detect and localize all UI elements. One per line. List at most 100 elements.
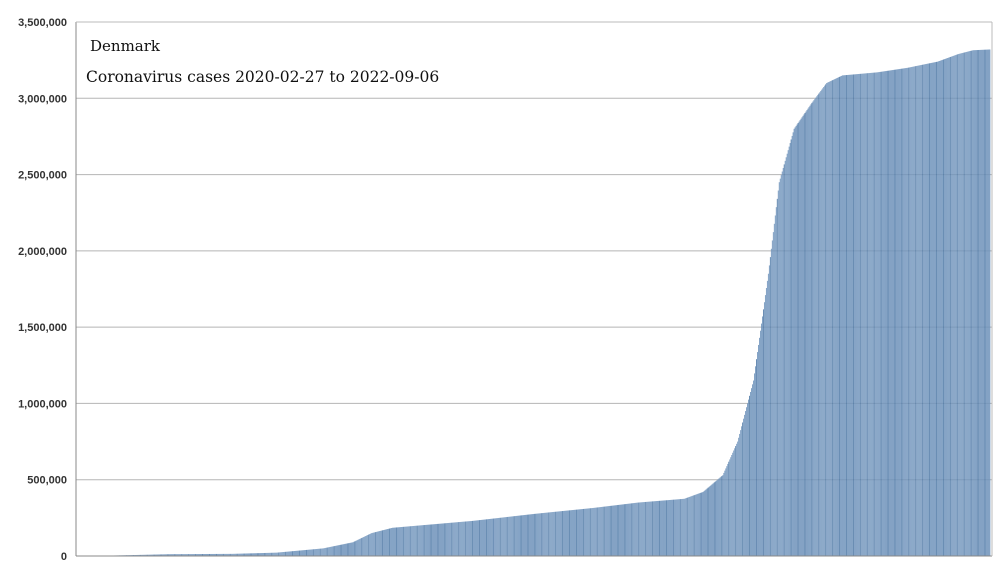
bar [785, 157, 787, 556]
bar [478, 520, 479, 556]
bar [661, 500, 662, 556]
bar [418, 525, 420, 556]
bar [775, 207, 777, 556]
bar [913, 66, 915, 557]
bar [904, 68, 906, 556]
bar [373, 532, 375, 556]
bar [442, 523, 444, 556]
bar [271, 552, 273, 556]
bar [665, 500, 666, 556]
bar [912, 66, 914, 557]
bar [853, 74, 855, 557]
bar [962, 52, 964, 557]
bar [399, 527, 401, 556]
bar [905, 68, 907, 557]
bar [630, 503, 632, 556]
bar [297, 550, 298, 556]
bar [396, 527, 397, 556]
bar [980, 49, 982, 556]
bar [960, 53, 962, 557]
bar [901, 68, 903, 557]
bar [164, 554, 166, 556]
bar [237, 553, 239, 556]
bar [350, 542, 352, 556]
bar [352, 542, 354, 556]
bar [598, 507, 600, 556]
bar [844, 75, 845, 556]
bar [623, 504, 625, 556]
bar [429, 524, 431, 556]
bar [976, 50, 978, 557]
bar [518, 515, 520, 556]
bar [824, 85, 826, 556]
bar [658, 500, 659, 556]
bar [852, 74, 853, 556]
bar [165, 554, 167, 556]
bar [762, 309, 764, 556]
bar [508, 516, 510, 556]
bar [644, 502, 646, 556]
bar [162, 554, 164, 556]
bar [475, 520, 476, 556]
bar [552, 512, 554, 556]
bar [234, 553, 236, 556]
bar [388, 528, 389, 556]
bar [289, 551, 291, 556]
bar [305, 550, 306, 556]
bar [728, 461, 730, 556]
bar [414, 525, 416, 556]
bar [198, 554, 200, 556]
bar [182, 554, 184, 556]
bar [597, 507, 599, 556]
bar [260, 553, 262, 556]
bar [438, 523, 440, 556]
bar [739, 433, 741, 556]
bar [196, 554, 198, 556]
bar [649, 501, 651, 556]
bar [290, 551, 292, 556]
bar [752, 384, 753, 556]
bar [190, 554, 192, 556]
bar [826, 83, 828, 557]
bar [780, 175, 782, 556]
bar [758, 344, 759, 556]
bar [922, 64, 924, 556]
bar [916, 65, 918, 556]
bar [364, 536, 366, 556]
bar [412, 525, 414, 556]
bar [659, 500, 660, 556]
bar [754, 373, 755, 556]
bar [385, 529, 386, 556]
bar [163, 554, 165, 556]
bar [273, 552, 275, 556]
bar [846, 75, 847, 556]
bar [342, 544, 344, 556]
bar [341, 544, 343, 556]
bar [567, 510, 568, 556]
bar [680, 499, 682, 556]
bar [456, 522, 458, 556]
axes [75, 21, 993, 557]
bar [291, 551, 293, 556]
bar [213, 553, 214, 556]
bar [676, 499, 678, 556]
bar [153, 554, 155, 556]
bar [889, 70, 891, 556]
bar [788, 146, 790, 556]
bar [525, 514, 527, 556]
bar [261, 553, 263, 556]
bar [230, 553, 232, 556]
bar [894, 69, 896, 557]
bar [195, 554, 197, 556]
bar [251, 553, 253, 556]
bar [801, 117, 803, 556]
bar [857, 74, 859, 556]
bar [633, 503, 635, 556]
bar [708, 486, 710, 556]
bar [798, 121, 800, 556]
bar [906, 67, 908, 557]
bar [948, 57, 950, 556]
bar [699, 493, 701, 556]
bar [955, 54, 957, 556]
bar [983, 49, 985, 556]
